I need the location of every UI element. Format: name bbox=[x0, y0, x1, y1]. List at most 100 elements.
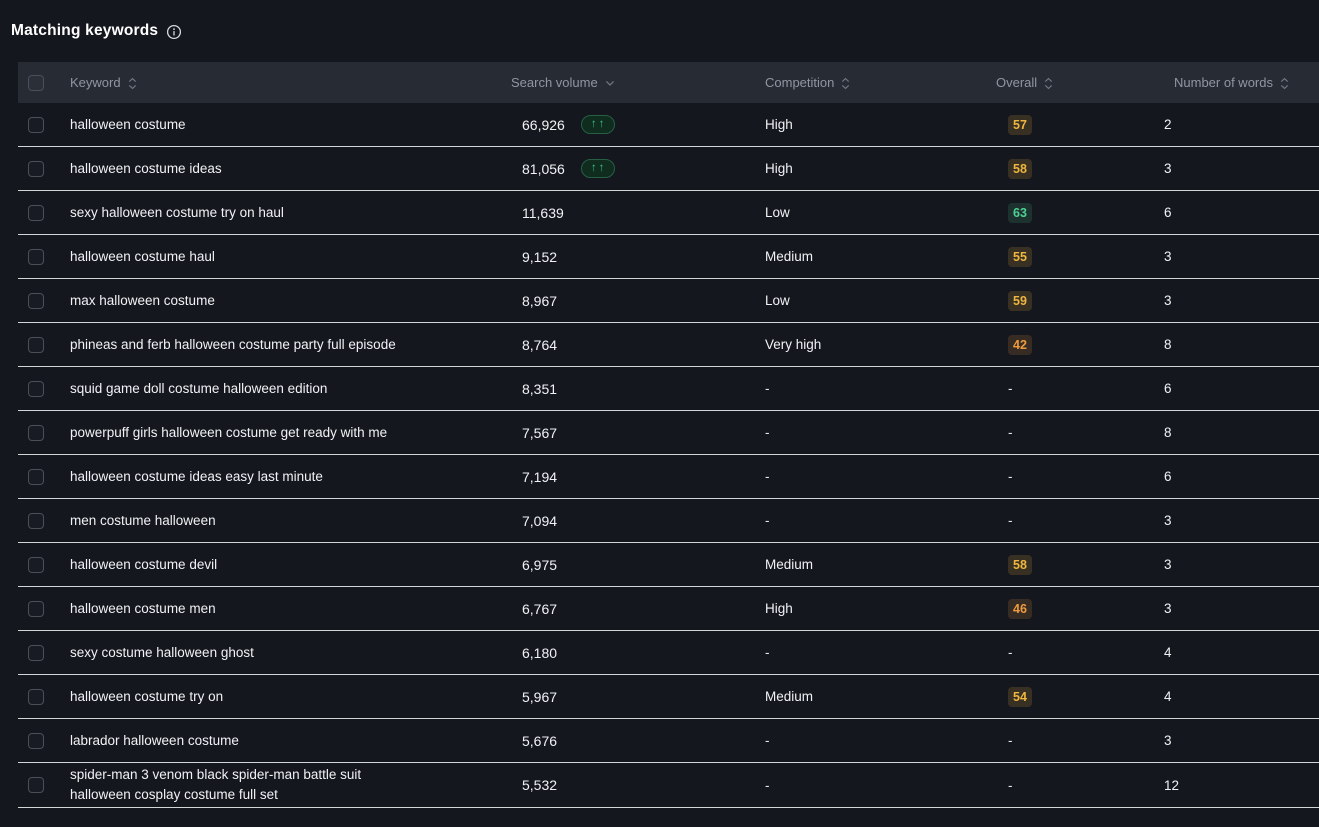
keyword-text: squid game doll costume halloween editio… bbox=[70, 380, 328, 396]
overall-empty-value: - bbox=[1008, 469, 1013, 484]
row-checkbox[interactable] bbox=[28, 204, 44, 221]
search-volume-cell: 5,676 bbox=[505, 733, 760, 749]
keyword-cell: max halloween costume bbox=[70, 291, 505, 311]
competition-value: - bbox=[765, 733, 770, 748]
search-volume-cell: 7,094 bbox=[505, 513, 760, 529]
overall-score-badge: 54 bbox=[1008, 686, 1032, 707]
table-row: sexy costume halloween ghost 6,180 - - 4 bbox=[18, 631, 1319, 675]
column-header-words[interactable]: Number of words bbox=[1160, 75, 1319, 90]
competition-cell: - bbox=[760, 778, 990, 793]
word-count-value: 4 bbox=[1164, 689, 1172, 704]
column-header-search-volume[interactable]: Search volume bbox=[505, 75, 760, 90]
overall-cell: - bbox=[990, 425, 1160, 440]
keyword-text: halloween costume men bbox=[70, 600, 216, 616]
search-volume-cell: 6,767 bbox=[505, 601, 760, 617]
search-volume-value: 66,926 bbox=[522, 116, 565, 133]
row-checkbox[interactable] bbox=[28, 600, 44, 617]
column-label: Number of words bbox=[1174, 75, 1273, 90]
checkbox-cell bbox=[18, 556, 70, 573]
keyword-text: sexy costume halloween ghost bbox=[70, 644, 254, 660]
competition-cell: - bbox=[760, 425, 990, 440]
row-checkbox[interactable] bbox=[28, 732, 44, 749]
search-volume-cell: 81,056 ↑↑ bbox=[505, 159, 760, 178]
search-volume-value: 7,194 bbox=[522, 468, 558, 485]
word-count-cell: 4 bbox=[1160, 689, 1319, 704]
column-header-overall[interactable]: Overall bbox=[990, 75, 1160, 90]
column-header-competition[interactable]: Competition bbox=[760, 75, 990, 90]
word-count-value: 4 bbox=[1164, 645, 1172, 660]
keyword-text: spider-man 3 venom black spider-man batt… bbox=[70, 767, 362, 802]
checkbox-cell bbox=[18, 600, 70, 617]
competition-value: - bbox=[765, 469, 770, 484]
word-count-cell: 3 bbox=[1160, 733, 1319, 748]
overall-score-badge: 46 bbox=[1008, 598, 1032, 619]
competition-cell: - bbox=[760, 469, 990, 484]
search-volume-cell: 7,194 bbox=[505, 469, 760, 485]
word-count-cell: 12 bbox=[1160, 778, 1319, 793]
word-count-value: 8 bbox=[1164, 337, 1172, 352]
word-count-cell: 8 bbox=[1160, 425, 1319, 440]
table-row: sexy halloween costume try on haul 11,639… bbox=[18, 191, 1319, 235]
info-circle-icon[interactable] bbox=[166, 24, 182, 40]
row-checkbox[interactable] bbox=[28, 380, 44, 397]
competition-value: - bbox=[765, 645, 770, 660]
checkbox-cell bbox=[18, 116, 70, 133]
table-row: phineas and ferb halloween costume party… bbox=[18, 323, 1319, 367]
checkbox-cell bbox=[18, 380, 70, 397]
checkbox-cell bbox=[18, 204, 70, 221]
overall-score-badge: 58 bbox=[1008, 554, 1032, 575]
column-header-keyword[interactable]: Keyword bbox=[70, 75, 505, 90]
overall-score-badge: 57 bbox=[1008, 114, 1032, 135]
row-checkbox[interactable] bbox=[28, 248, 44, 265]
competition-cell: - bbox=[760, 733, 990, 748]
row-checkbox[interactable] bbox=[28, 556, 44, 573]
competition-cell: Medium bbox=[760, 557, 990, 572]
search-volume-value: 6,767 bbox=[522, 600, 558, 617]
search-volume-value: 5,967 bbox=[522, 688, 558, 705]
chevron-down-icon bbox=[605, 80, 615, 87]
word-count-cell: 3 bbox=[1160, 601, 1319, 616]
competition-cell: - bbox=[760, 513, 990, 528]
search-volume-value: 7,567 bbox=[522, 424, 558, 441]
checkbox-cell bbox=[18, 688, 70, 705]
row-checkbox[interactable] bbox=[28, 292, 44, 309]
overall-cell: 59 bbox=[990, 290, 1160, 311]
select-all-checkbox[interactable] bbox=[28, 74, 44, 91]
word-count-value: 3 bbox=[1164, 557, 1172, 572]
table-row: halloween costume devil 6,975 Medium 58 3 bbox=[18, 543, 1319, 587]
search-volume-cell: 11,639 bbox=[505, 205, 760, 221]
search-volume-value: 5,676 bbox=[522, 732, 558, 749]
word-count-value: 3 bbox=[1164, 161, 1172, 176]
word-count-cell: 2 bbox=[1160, 117, 1319, 132]
row-checkbox[interactable] bbox=[28, 644, 44, 661]
competition-cell: High bbox=[760, 161, 990, 176]
overall-cell: 42 bbox=[990, 334, 1160, 355]
word-count-value: 6 bbox=[1164, 469, 1172, 484]
word-count-value: 3 bbox=[1164, 601, 1172, 616]
keyword-text: halloween costume ideas easy last minute bbox=[70, 468, 323, 484]
row-checkbox[interactable] bbox=[28, 424, 44, 441]
search-volume-value: 6,975 bbox=[522, 556, 558, 573]
word-count-value: 3 bbox=[1164, 733, 1172, 748]
row-checkbox[interactable] bbox=[28, 468, 44, 485]
checkbox-cell bbox=[18, 248, 70, 265]
word-count-value: 3 bbox=[1164, 249, 1172, 264]
row-checkbox[interactable] bbox=[28, 688, 44, 705]
search-volume-value: 8,351 bbox=[522, 380, 558, 397]
row-checkbox[interactable] bbox=[28, 160, 44, 177]
overall-empty-value: - bbox=[1008, 381, 1013, 396]
overall-cell: - bbox=[990, 381, 1160, 396]
row-checkbox[interactable] bbox=[28, 777, 44, 793]
keyword-cell: squid game doll costume halloween editio… bbox=[70, 379, 505, 399]
search-volume-value: 5,532 bbox=[522, 777, 558, 793]
row-checkbox[interactable] bbox=[28, 336, 44, 353]
row-checkbox[interactable] bbox=[28, 512, 44, 529]
word-count-cell: 6 bbox=[1160, 381, 1319, 396]
word-count-cell: 3 bbox=[1160, 293, 1319, 308]
overall-empty-value: - bbox=[1008, 425, 1013, 440]
row-checkbox[interactable] bbox=[28, 116, 44, 133]
word-count-cell: 4 bbox=[1160, 645, 1319, 660]
keyword-text: halloween costume bbox=[70, 116, 186, 132]
trending-up-badge: ↑↑ bbox=[580, 159, 616, 178]
checkbox-cell bbox=[18, 336, 70, 353]
